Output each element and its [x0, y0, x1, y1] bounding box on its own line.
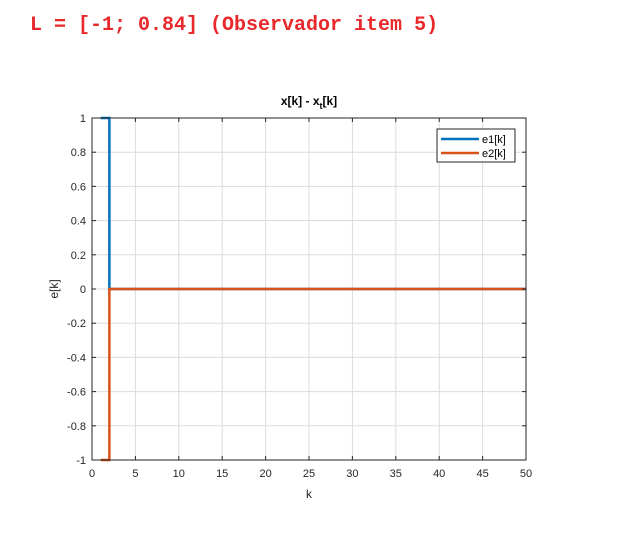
- x-tick-label: 5: [132, 468, 138, 480]
- y-tick-label: 0.8: [71, 147, 86, 159]
- y-tick-label: 0.4: [71, 216, 86, 228]
- page-header: L = [-1; 0.84] (Observador item 5): [30, 14, 439, 37]
- x-tick-label: 25: [303, 468, 315, 480]
- chart-title-tail: [k]: [323, 94, 338, 108]
- series-line-2: [100, 287, 526, 462]
- y-tick-label: -0.6: [67, 387, 86, 399]
- x-tick-label: 40: [433, 468, 445, 480]
- x-tick-label: 15: [216, 468, 228, 480]
- y-tick-label: -1: [76, 455, 86, 467]
- y-axis-label: e[k]: [47, 279, 61, 298]
- x-axis-label: k: [306, 487, 313, 501]
- x-tick-label: 35: [390, 468, 402, 480]
- x-tick-label: 30: [346, 468, 358, 480]
- y-tick-label: 0: [80, 284, 86, 296]
- legend-label-1: e1[k]: [482, 134, 506, 146]
- x-tick-label: 45: [476, 468, 488, 480]
- legend-box: [436, 128, 516, 163]
- x-tick-label: 20: [259, 468, 271, 480]
- x-tick-label: 50: [520, 468, 532, 480]
- ticks: 0 5 10 15 20 25 30 35 40 45 50 -1 -0.8 -0.6 -0.4 -0.2 0 0…: [67, 113, 532, 480]
- legend: e1[k] e2[k]: [436, 128, 516, 163]
- y-tick-label: -0.4: [67, 352, 86, 364]
- chart-title: x[k] - xt[k]: [281, 94, 337, 111]
- y-tick-label: 0.2: [71, 250, 86, 262]
- x-tick-label: 0: [89, 468, 95, 480]
- y-tick-label: -0.8: [67, 421, 86, 433]
- y-tick-label: -0.2: [67, 318, 86, 330]
- chart-title-main: x[k] - x: [281, 94, 320, 108]
- chart-title-subscript: t: [320, 101, 323, 111]
- y-tick-label: 0.6: [71, 181, 86, 193]
- x-tick-label: 10: [173, 468, 185, 480]
- y-tick-label: 1: [80, 113, 86, 125]
- legend-label-2: e2[k]: [482, 148, 506, 160]
- series-lines: [100, 116, 526, 462]
